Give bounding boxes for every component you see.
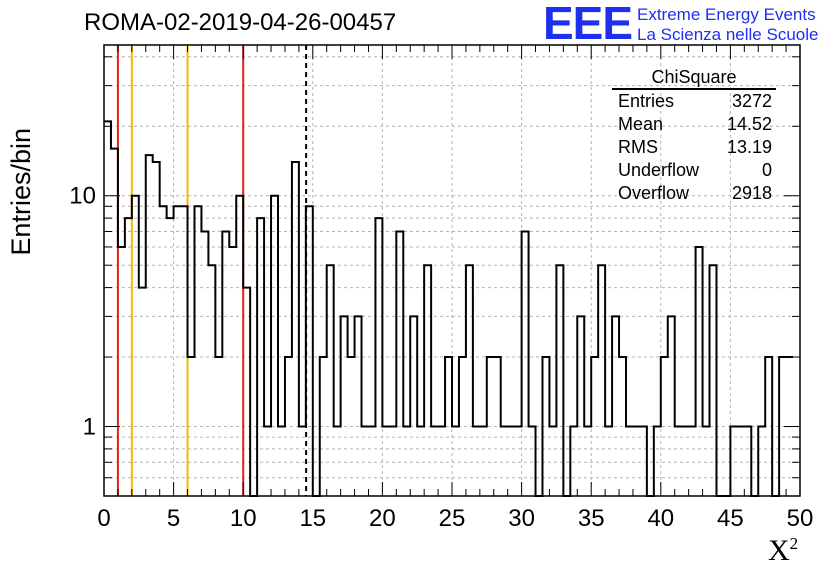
x-tick-label: 30	[508, 505, 535, 532]
histogram-series	[104, 120, 794, 497]
x-tick-label: 45	[717, 505, 744, 532]
y-tick-label: 1	[83, 414, 96, 441]
x-tick-label: 35	[578, 505, 605, 532]
y-axis-label: Entries/bin	[6, 128, 36, 256]
stats-row-rms: RMS 13.19	[618, 137, 772, 157]
run-title: ROMA-02-2019-04-26-00457	[84, 9, 397, 36]
x-tick-label: 25	[439, 505, 466, 532]
x-tick-label: 0	[97, 505, 110, 532]
stats-row-mean: Mean 14.52	[618, 114, 772, 134]
logo-text-line1: Extreme Energy Events	[637, 5, 816, 24]
eee-logo: EEE	[543, 0, 633, 49]
x-tick-label: 10	[230, 505, 257, 532]
x-tick-label: 5	[167, 505, 180, 532]
stats-row-overflow: Overflow 2918	[618, 183, 772, 203]
x-tick-label: 40	[647, 505, 674, 532]
stats-box: ChiSquare Entries 3272 Mean 14.52 RMS 13.19…	[612, 66, 776, 205]
y-tick-label: 10	[69, 183, 96, 210]
x-tick-label: 15	[299, 505, 326, 532]
x-tick-label: 50	[787, 505, 814, 532]
logo-text-line2: La Scienza nelle Scuole	[637, 25, 819, 44]
stats-title: ChiSquare	[612, 66, 776, 90]
stats-row-underflow: Underflow 0	[618, 160, 772, 180]
stats-row-entries: Entries 3272	[618, 91, 772, 111]
x-tick-label: 20	[369, 505, 396, 532]
x-axis-label: X2	[768, 534, 799, 567]
